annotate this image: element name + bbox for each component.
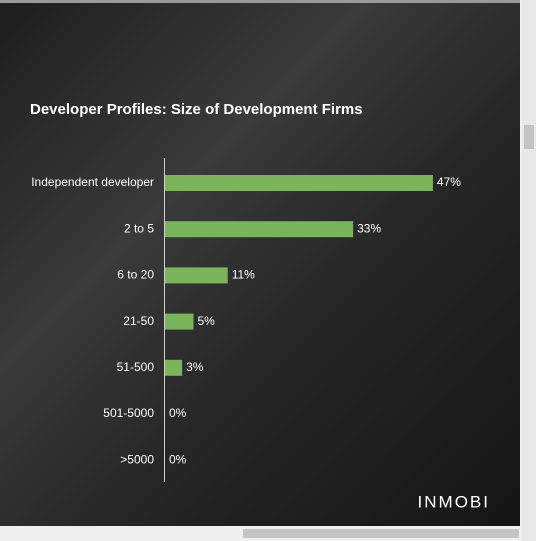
top-border xyxy=(0,0,520,3)
vertical-scroll-thumb[interactable] xyxy=(524,125,534,149)
value-label: 5% xyxy=(198,314,216,328)
bar xyxy=(165,221,354,238)
bar xyxy=(165,359,183,376)
value-label: 0% xyxy=(169,452,187,466)
bar xyxy=(165,175,433,191)
chart-title: Developer Profiles: Size of Development … xyxy=(30,101,363,118)
category-label: >5000 xyxy=(120,452,154,466)
value-label: 47% xyxy=(437,175,461,189)
category-label: 2 to 5 xyxy=(124,221,154,235)
category-label: Independent developer xyxy=(31,175,154,189)
category-label: 51-500 xyxy=(117,360,155,374)
horizontal-scroll-thumb[interactable] xyxy=(243,529,519,538)
bar xyxy=(165,313,194,330)
slide-background xyxy=(0,3,520,526)
bar xyxy=(165,267,228,284)
logo: INMOBI xyxy=(418,492,490,511)
vertical-scrollbar[interactable] xyxy=(522,0,536,541)
value-label: 3% xyxy=(186,360,204,374)
category-label: 501-5000 xyxy=(103,406,154,420)
value-label: 33% xyxy=(357,221,381,235)
value-label: 0% xyxy=(169,406,187,420)
category-label: 6 to 20 xyxy=(117,268,154,282)
value-label: 11% xyxy=(232,268,255,282)
category-label: 21-50 xyxy=(123,314,154,328)
